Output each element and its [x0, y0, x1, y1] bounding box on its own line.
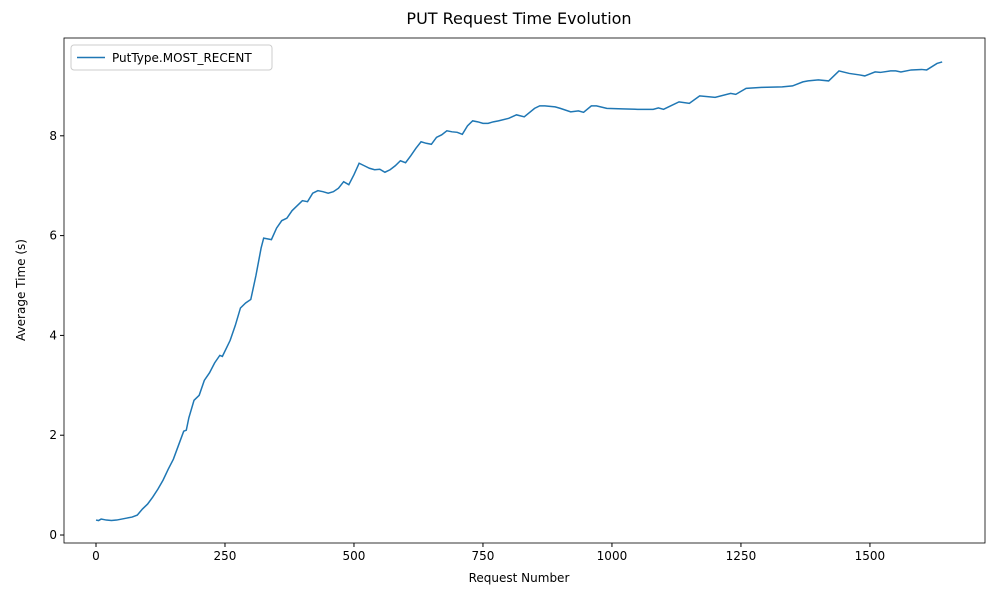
y-tick-label: 4 [49, 328, 57, 342]
line-series [95, 61, 943, 522]
y-tick-label: 0 [49, 528, 57, 542]
x-tick-label: 750 [472, 549, 495, 563]
y-tick-label: 2 [49, 428, 57, 442]
plot-frame [63, 37, 986, 544]
x-tick-label: 1250 [726, 549, 757, 563]
x-tick-label: 1000 [597, 549, 628, 563]
chart-title: PUT Request Time Evolution [406, 9, 631, 28]
legend-box [70, 44, 273, 71]
x-tick-label: 1500 [855, 549, 886, 563]
y-tick-label: 8 [49, 129, 57, 143]
x-tick-label: 0 [92, 549, 100, 563]
x-tick-label: 500 [343, 549, 366, 563]
y-axis-label: Average Time (s) [14, 239, 28, 341]
legend-label: PutType.MOST_RECENT [112, 51, 252, 65]
y-tick-label: 6 [49, 229, 57, 243]
x-tick-label: 250 [214, 549, 237, 563]
x-axis-label: Request Number [469, 571, 570, 585]
